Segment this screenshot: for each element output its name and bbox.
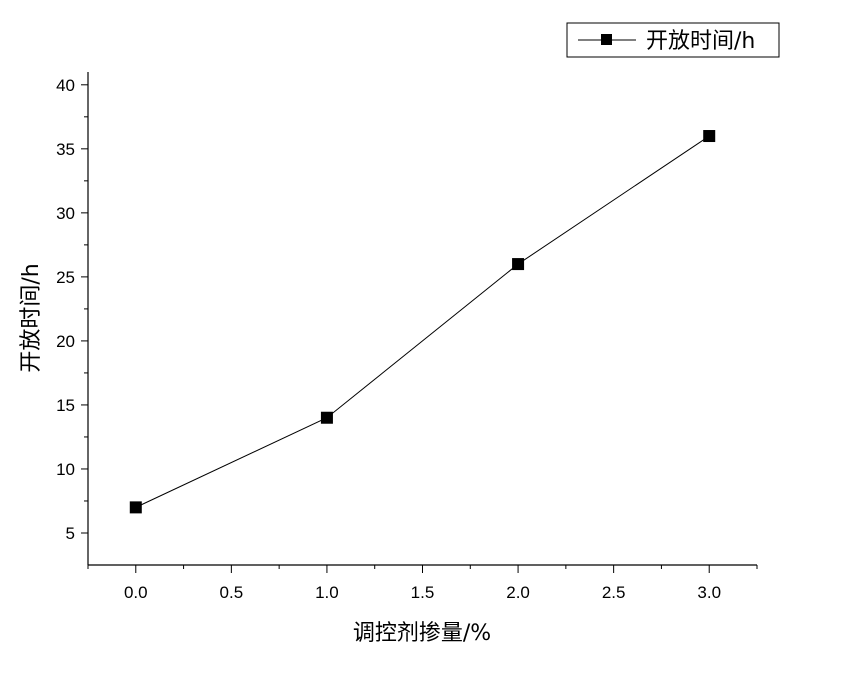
data-point (512, 258, 525, 271)
x-tick-label: 0.0 (124, 583, 148, 602)
y-tick-label: 20 (56, 332, 75, 351)
data-point (703, 130, 716, 143)
x-tick-label: 3.0 (697, 583, 721, 602)
legend-label: 开放时间/h (646, 29, 755, 54)
axes: 0.0 0.5 1.0 1.5 2.0 2.5 3.0 5 10 15 20 25 30 35 40 (56, 72, 758, 602)
legend-marker-sample (601, 34, 612, 45)
legend: 开放时间/h (566, 22, 780, 58)
data-point (320, 411, 333, 424)
y-tick-label: 35 (56, 140, 75, 159)
x-tick-label: 2.0 (506, 583, 530, 602)
y-tick-label: 10 (56, 460, 75, 479)
y-tick-label: 25 (56, 268, 75, 287)
x-tick-label: 0.5 (220, 583, 244, 602)
y-tick-label: 15 (56, 396, 75, 415)
data-point (129, 501, 142, 514)
x-tick-label: 1.0 (315, 583, 339, 602)
x-axis-title: 调控剂掺量/% (353, 621, 491, 646)
y-tick-label: 40 (56, 76, 75, 95)
y-axis-title: 开放时间/h (19, 263, 44, 372)
y-tick-label: 30 (56, 204, 75, 223)
series-line (135, 135, 710, 508)
y-tick-label: 5 (66, 524, 75, 543)
x-tick-label: 1.5 (411, 583, 435, 602)
series-group (129, 130, 716, 514)
x-tick-label: 2.5 (602, 583, 626, 602)
